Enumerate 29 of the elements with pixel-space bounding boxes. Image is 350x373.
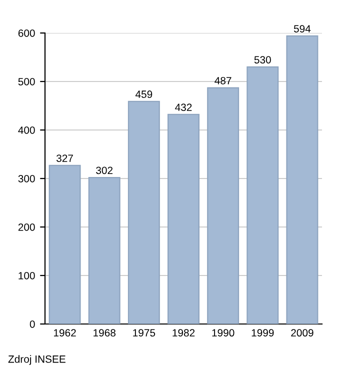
text: Zdroj INSEE (8, 355, 66, 365)
y-tick-label: 200 (18, 224, 35, 231)
data-label: 594 (294, 25, 311, 32)
x-tick-label: 1990 (212, 329, 234, 337)
data-label: 530 (254, 56, 271, 64)
x-tick-label: 2009 (291, 329, 314, 337)
x-tick-label: 1975 (133, 329, 156, 337)
y-tick-label: 400 (18, 126, 35, 134)
data-label: 327 (56, 154, 73, 162)
bar (128, 100, 160, 324)
bar (88, 176, 120, 324)
y-tick-label: 100 (18, 272, 35, 280)
bar (207, 87, 240, 324)
bar (286, 35, 318, 324)
bar (48, 164, 81, 324)
data-label: 459 (135, 90, 152, 98)
x-tick-label: 1999 (252, 329, 274, 337)
x-tick-label: 1968 (94, 329, 116, 337)
y-tick-label: 0 (30, 320, 35, 328)
data-label: 487 (214, 76, 232, 84)
x-tick-label: 1982 (172, 329, 195, 337)
y-tick-label: 300 (18, 175, 35, 182)
x-tick-label: 1962 (54, 329, 76, 337)
data-label: 302 (96, 166, 113, 174)
y-tick-label: 600 (18, 30, 35, 37)
data-label: 432 (175, 104, 192, 112)
y-tick-label: 500 (18, 78, 35, 86)
bar (246, 66, 279, 324)
bar (168, 114, 200, 324)
